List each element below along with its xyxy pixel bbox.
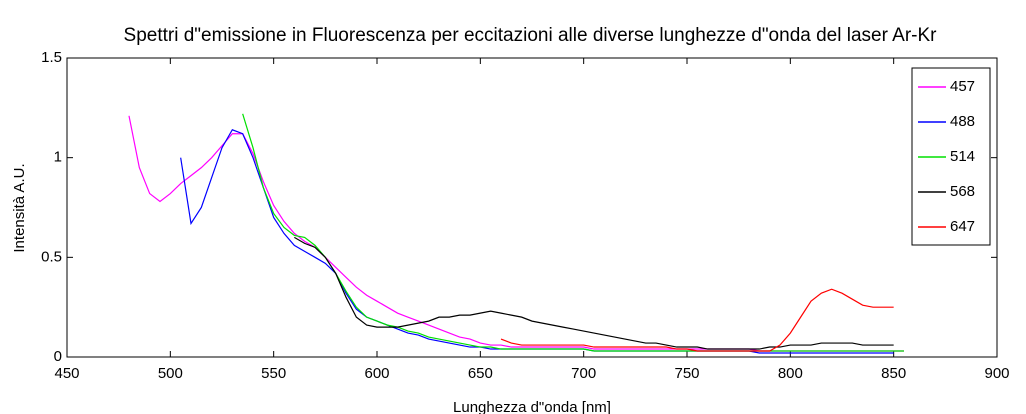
x-tick-label: 700 <box>571 365 596 382</box>
x-tick-label: 650 <box>468 365 493 382</box>
y-tick-label: 1.5 <box>41 49 62 66</box>
x-tick-label: 600 <box>364 365 389 382</box>
legend-label: 568 <box>950 183 975 200</box>
x-tick-label: 750 <box>674 365 699 382</box>
y-tick-label: 1 <box>54 149 62 166</box>
x-tick-label: 800 <box>778 365 803 382</box>
y-tick-label: 0.5 <box>41 248 62 265</box>
y-axis-label: Intensità A.U. <box>11 163 28 252</box>
x-axis-label: Lunghezza d"onda [nm] <box>453 399 611 414</box>
legend-label: 488 <box>950 113 975 130</box>
x-tick-label: 850 <box>881 365 906 382</box>
x-tick-label: 900 <box>984 365 1009 382</box>
legend-label: 514 <box>950 148 975 165</box>
x-tick-label: 450 <box>54 365 79 382</box>
x-tick-label: 550 <box>261 365 286 382</box>
legend-label: 457 <box>950 78 975 95</box>
x-tick-label: 500 <box>158 365 183 382</box>
series-line <box>500 288 894 352</box>
series-line <box>180 129 894 354</box>
legend-label: 647 <box>950 218 975 235</box>
y-tick-label: 0 <box>54 348 62 365</box>
series-line <box>294 236 894 350</box>
plot-frame <box>66 57 998 358</box>
series-line <box>242 113 904 352</box>
chart-title: Spettri d"emissione in Fluorescenza per … <box>124 25 938 46</box>
